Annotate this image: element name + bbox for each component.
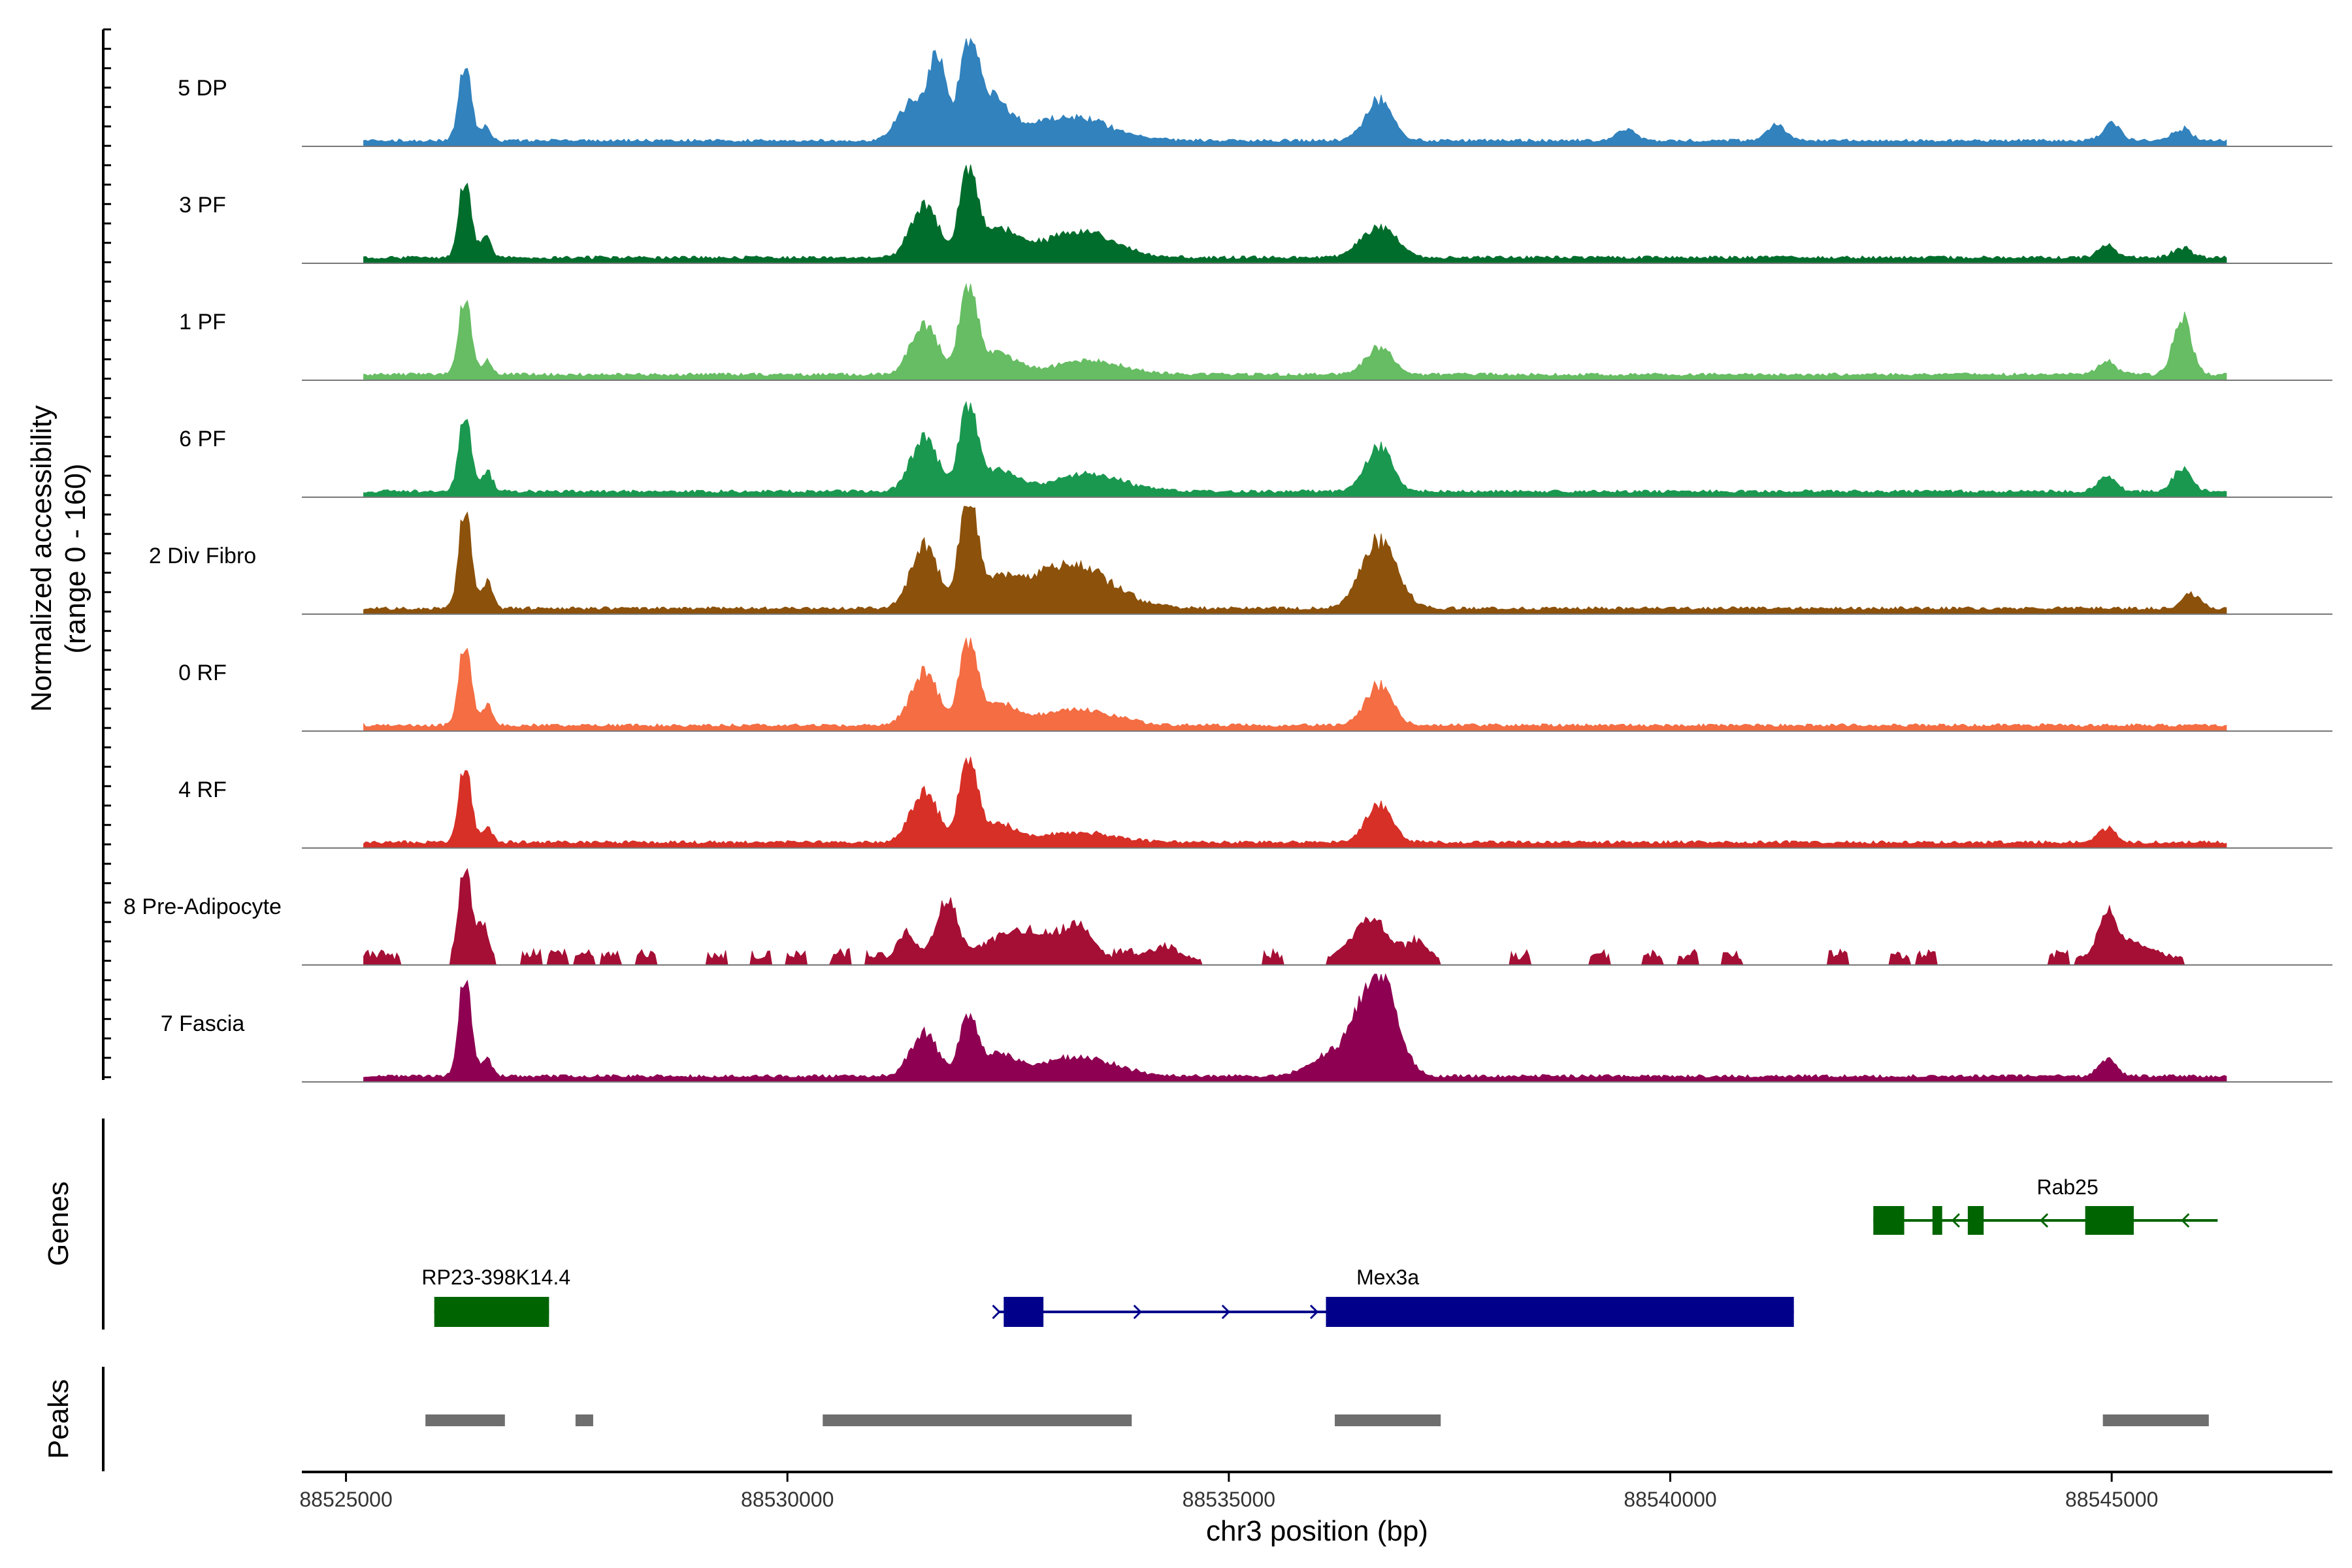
gene-exon: [2085, 1206, 2134, 1235]
track-5-dp: 5 DP: [178, 37, 2332, 147]
peaks-track-title: Peaks: [42, 1379, 74, 1459]
gene-exon: [1004, 1297, 1044, 1327]
strand-arrow: [2181, 1213, 2190, 1228]
track-label: 2 Div Fibro: [149, 544, 256, 568]
coverage-area: [363, 164, 2227, 264]
x-tick-label: 88545000: [2065, 1488, 2158, 1511]
track-label: 8 Pre-Adipocyte: [123, 894, 282, 919]
track-1-pf: 1 PF: [179, 282, 2332, 381]
peak-bar: [823, 1414, 1132, 1426]
track-0-rf: 0 RF: [178, 638, 2332, 732]
strand-arrow: [1309, 1304, 1319, 1320]
coverage-tracks: 5 DP 3 PF 1 PF 6 PF 2 Div Fibro 0 RF 4 RF 8 Pre…: [123, 37, 2332, 1083]
gene-exon: [434, 1297, 549, 1327]
peak-bar: [1335, 1414, 1441, 1426]
track-8-pre-adipocyte: 8 Pre-Adipocyte: [123, 868, 2332, 966]
track-7-fascia: 7 Fascia: [161, 973, 2332, 1083]
x-tick-label: 88535000: [1183, 1488, 1275, 1511]
gene-label: Rab25: [2036, 1175, 2098, 1199]
gene-exon: [1326, 1297, 1794, 1327]
coverage-area: [363, 638, 2227, 732]
track-3-pf: 3 PF: [179, 164, 2332, 264]
coverage-area: [363, 400, 2227, 498]
peak-bar: [2102, 1414, 2209, 1426]
x-tick-label: 88530000: [741, 1488, 834, 1511]
track-2-div-fibro: 2 Div Fibro: [149, 506, 2332, 615]
x-tick-label: 88540000: [1624, 1488, 1716, 1511]
peak-bar: [425, 1414, 505, 1426]
gene-label: Mex3a: [1356, 1266, 1419, 1289]
y-axis: [102, 28, 111, 1080]
strand-arrow: [2039, 1213, 2049, 1228]
strand-arrow: [1133, 1304, 1142, 1320]
track-6-pf: 6 PF: [179, 400, 2332, 498]
track-label: 3 PF: [179, 193, 226, 218]
track-label: 7 Fascia: [161, 1011, 245, 1036]
track-label: 0 RF: [178, 661, 227, 685]
peak-bar: [575, 1414, 593, 1426]
gene-label: RP23-398K14.4: [421, 1266, 570, 1289]
coverage-area: [363, 282, 2227, 381]
coverage-area: [363, 37, 2227, 147]
coverage-area: [363, 506, 2227, 615]
track-label: 6 PF: [179, 427, 226, 451]
strand-arrow: [1951, 1213, 1960, 1228]
gene-exon: [1967, 1206, 1984, 1235]
gene-exon: [1932, 1206, 1942, 1235]
track-label: 4 RF: [178, 777, 227, 802]
strand-arrow: [1221, 1304, 1230, 1320]
gene-annotations: RP23-398K14.4 Mex3a Rab25: [421, 1175, 2218, 1327]
track-label: 5 DP: [178, 76, 227, 101]
genes-track-title: Genes: [42, 1181, 74, 1266]
gene-exon: [1873, 1206, 1904, 1235]
peak-regions: [425, 1414, 2209, 1426]
gene-mex3a: Mex3a: [992, 1266, 1794, 1327]
track-label: 1 PF: [179, 310, 226, 335]
y-axis-label-line1: Normalized accessibility: [25, 405, 57, 711]
x-tick-label: 88525000: [299, 1488, 392, 1511]
coverage-area: [363, 973, 2227, 1083]
coverage-area: [363, 868, 2227, 966]
track-4-rf: 4 RF: [178, 757, 2332, 849]
y-axis-label-line2: (range 0 - 160): [59, 463, 91, 653]
x-axis-ticks: 88525000 88530000 88535000 88540000 88545000: [299, 1472, 2158, 1511]
gene-rab25: Rab25: [1873, 1175, 2218, 1235]
strand-arrow: [992, 1304, 1001, 1320]
coverage-area: [363, 757, 2227, 849]
gene-rp23-398k14-4: RP23-398K14.4: [421, 1266, 570, 1327]
x-axis-label: chr3 position (bp): [1206, 1515, 1428, 1547]
